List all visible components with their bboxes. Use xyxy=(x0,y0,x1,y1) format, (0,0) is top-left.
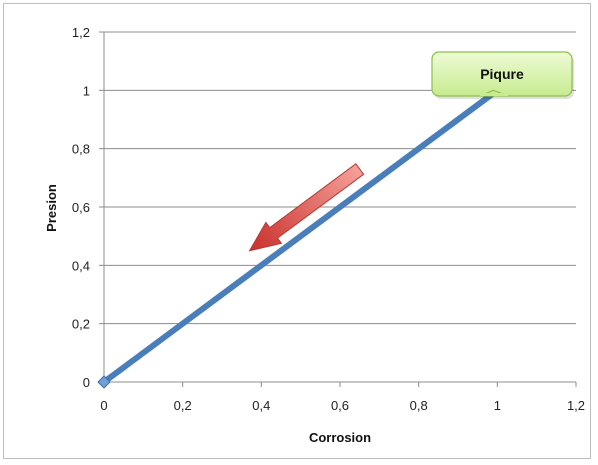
x-tick-label: 0,2 xyxy=(174,398,192,413)
x-tick-label: 0,4 xyxy=(252,398,270,413)
series-group xyxy=(97,87,500,389)
x-tick-label: 0 xyxy=(100,398,107,413)
y-tick-label: 0,4 xyxy=(72,258,90,273)
data-point-marker xyxy=(97,375,111,389)
y-tick-labels: 0 0,2 0,4 0,6 0,8 1 1,2 xyxy=(72,25,90,390)
x-tick-label: 1,2 xyxy=(567,398,585,413)
y-tick-label: 0,2 xyxy=(72,317,90,332)
x-tick-labels: 0 0,2 0,4 0,6 0,8 1 1,2 xyxy=(100,398,585,413)
y-tick-label: 0 xyxy=(83,375,90,390)
annotations-group: Piqure xyxy=(248,51,574,252)
callout-label: Piqure xyxy=(480,66,524,82)
y-tick-label: 0,6 xyxy=(72,200,90,215)
y-axis-label: Presion xyxy=(44,184,59,232)
y-tick-label: 1,2 xyxy=(72,25,90,40)
x-tick-label: 1 xyxy=(494,398,501,413)
series-line xyxy=(102,87,500,385)
x-tick-label: 0,8 xyxy=(410,398,428,413)
x-axis-label: Corrosion xyxy=(309,430,371,445)
y-tick-label: 0,8 xyxy=(72,142,90,157)
arrow-shape xyxy=(248,163,365,252)
x-tick-label: 0,6 xyxy=(331,398,349,413)
direction-arrow xyxy=(248,163,365,252)
callout-piqure: Piqure xyxy=(431,51,574,99)
y-tick-label: 1 xyxy=(83,83,90,98)
